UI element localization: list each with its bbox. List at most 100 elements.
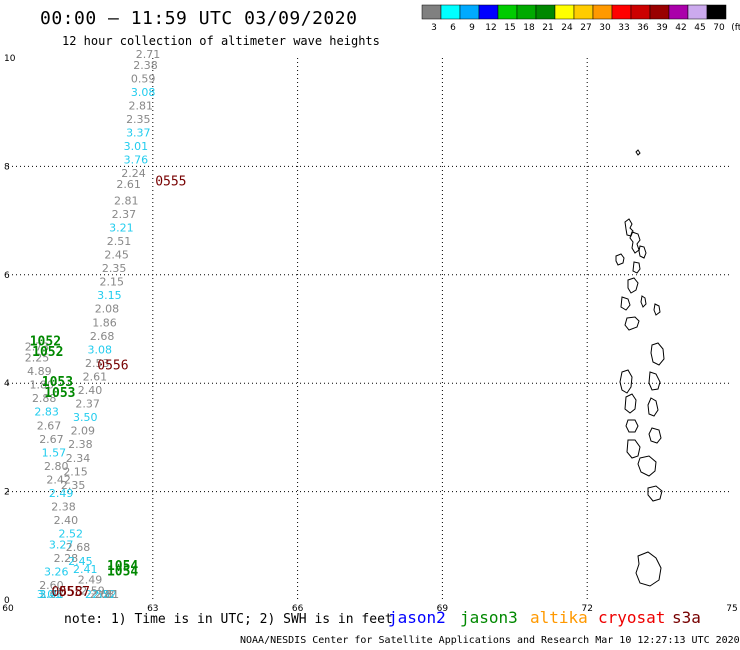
colorbar-swatch xyxy=(611,4,632,20)
island-outline xyxy=(637,455,657,477)
swh-label: 2.45 xyxy=(104,249,129,262)
island-outline xyxy=(624,316,640,331)
swh-label: 2.24 xyxy=(121,167,146,180)
swh-label: 3.76 xyxy=(124,154,149,167)
island-outline xyxy=(653,303,661,316)
y-tick-label: 2 xyxy=(4,488,10,498)
swh-label: 2.67 xyxy=(39,433,64,446)
colorbar-label: 45 xyxy=(694,23,705,33)
y-tick-label: 4 xyxy=(4,379,10,389)
swh-label: 2.42 xyxy=(46,473,71,486)
x-tick-label: 63 xyxy=(147,604,158,614)
legend-cryosat: cryosat xyxy=(598,608,666,627)
y-tick-label: 8 xyxy=(4,162,10,172)
pass-label: 0558 xyxy=(51,585,82,600)
pass-label: 1054 xyxy=(107,559,138,574)
swh-label: 2.08 xyxy=(39,588,64,601)
colorbar-swatch xyxy=(535,4,556,20)
island-outline xyxy=(640,295,647,308)
swh-label: 1.86 xyxy=(92,316,117,329)
island-outline xyxy=(629,231,641,254)
swh-label: 2.38 xyxy=(133,59,158,72)
colorbar-swatch xyxy=(592,4,613,20)
swh-label: 2.68 xyxy=(90,588,115,601)
island-outline xyxy=(648,371,661,391)
colorbar-swatch xyxy=(440,4,461,20)
swh-label: 2.52 xyxy=(58,528,83,541)
swh-label: 4.89 xyxy=(27,365,52,378)
legend-s3a: s3a xyxy=(672,608,701,627)
swh-label: 2.37 xyxy=(75,398,100,411)
swh-label: 3.01 xyxy=(37,588,62,601)
colorbar-label: 27 xyxy=(580,23,591,33)
colorbar-label: 39 xyxy=(656,23,668,33)
colorbar-swatch xyxy=(497,4,518,20)
colorbar-label: 33 xyxy=(618,23,629,33)
swh-label: 1.80 xyxy=(30,379,55,392)
y-tick-label: 10 xyxy=(4,54,16,64)
swh-label: 2.60 xyxy=(39,579,64,592)
x-tick-label: 75 xyxy=(726,604,737,614)
x-tick-label: 69 xyxy=(437,604,449,614)
island-outline xyxy=(624,393,637,414)
legend-altika: altika xyxy=(530,608,588,627)
y-tick-label: 0 xyxy=(4,596,10,606)
swh-label: 2.88 xyxy=(32,392,57,405)
swh-label: 3.08 xyxy=(87,343,112,356)
swh-label: 2.73 xyxy=(25,341,50,354)
island-outline xyxy=(635,149,641,156)
swh-label: 2.37 xyxy=(112,208,137,221)
x-tick-label: 66 xyxy=(292,604,304,614)
footer-note: note: 1) Time is in UTC; 2) SWH is in fe… xyxy=(64,612,393,627)
colorbar-label: (ft) xyxy=(731,23,740,33)
pass-label: 0556 xyxy=(97,359,128,374)
colorbar-swatch xyxy=(459,4,480,20)
pass-label: 1052 xyxy=(30,334,61,349)
swh-label: 2.09 xyxy=(71,425,96,438)
footer-credit: NOAA/NESDIS Center for Satellite Applica… xyxy=(240,635,740,646)
swh-label: 2.35 xyxy=(61,479,86,492)
swh-label: 2.81 xyxy=(128,99,153,112)
swh-label: 2.61 xyxy=(116,178,141,191)
swh-label: 2.15 xyxy=(63,465,88,478)
colorbar-swatch xyxy=(478,4,499,20)
colorbar-swatch xyxy=(421,4,442,20)
island-outline xyxy=(632,261,641,274)
swh-label: 2.68 xyxy=(90,330,115,343)
swh-label: 2.67 xyxy=(37,419,62,432)
chart-subtitle: 12 hour collection of altimeter wave hei… xyxy=(62,34,380,48)
island-outline xyxy=(625,419,639,433)
swh-label: 3.08 xyxy=(131,86,156,99)
legend-jason3: jason3 xyxy=(460,608,518,627)
colorbar-label: 12 xyxy=(485,23,496,33)
island-outline xyxy=(615,253,625,266)
island-outline xyxy=(638,245,647,259)
chart-title: 00:00 – 11:59 UTC 03/09/2020 xyxy=(40,8,358,29)
colorbar-label: 21 xyxy=(542,23,553,33)
x-tick-label: 60 xyxy=(2,604,14,614)
pass-label: 0555 xyxy=(155,174,186,189)
swh-label: 2.51 xyxy=(107,235,132,248)
swh-label: 2.71 xyxy=(136,48,161,61)
swh-label: 2.80 xyxy=(44,460,69,473)
island-outline xyxy=(626,439,641,459)
colorbar-label: 24 xyxy=(561,23,573,33)
x-tick-label: 72 xyxy=(581,604,592,614)
swh-label: 1.57 xyxy=(42,446,67,459)
colorbar-label: 42 xyxy=(675,23,686,33)
pass-label: 1053 xyxy=(42,375,73,390)
island-outline xyxy=(647,485,663,502)
swh-label: 2.38 xyxy=(68,438,93,451)
swh-label: 3.27 xyxy=(49,539,74,552)
colorbar-label: 70 xyxy=(713,23,725,33)
island-outline xyxy=(620,296,631,311)
swh-label: 2.15 xyxy=(100,276,125,289)
swh-label: 2.81 xyxy=(114,194,139,207)
swh-label: 3.21 xyxy=(109,221,134,234)
swh-label: 2.38 xyxy=(51,501,76,514)
swh-label: 2.08 xyxy=(95,303,120,316)
swh-label: 2.53 xyxy=(85,357,110,370)
